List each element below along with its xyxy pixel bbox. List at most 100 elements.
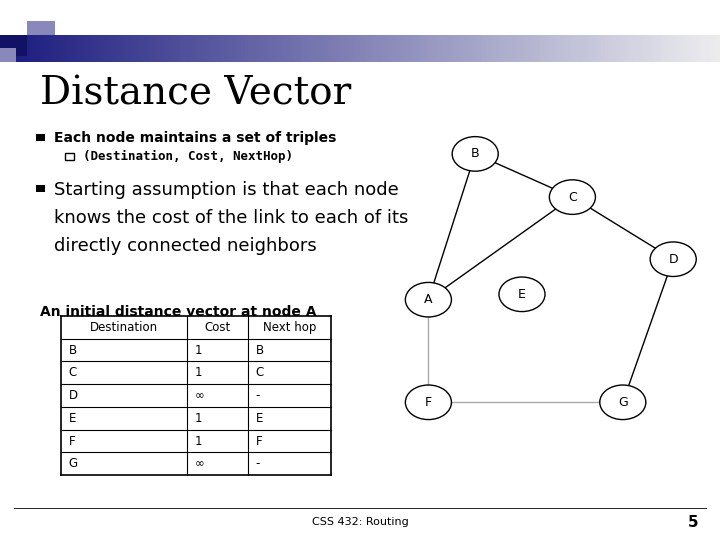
Bar xyxy=(709,35,713,62)
Bar xyxy=(259,35,263,62)
Bar xyxy=(72,35,76,62)
Bar xyxy=(475,35,479,62)
Bar xyxy=(605,35,608,62)
Bar xyxy=(349,35,353,62)
Bar xyxy=(396,35,400,62)
Bar xyxy=(126,35,130,62)
Bar xyxy=(670,35,673,62)
Bar xyxy=(144,35,148,62)
Bar xyxy=(443,35,446,62)
Bar xyxy=(241,35,245,62)
Text: C: C xyxy=(568,191,577,204)
Bar xyxy=(698,35,702,62)
Bar xyxy=(288,35,292,62)
Bar xyxy=(4,35,7,62)
Bar xyxy=(184,35,187,62)
Bar xyxy=(220,35,223,62)
Bar xyxy=(18,35,22,62)
Bar xyxy=(252,35,256,62)
Bar xyxy=(655,35,659,62)
Bar xyxy=(536,35,540,62)
Bar xyxy=(108,35,112,62)
Bar xyxy=(180,35,184,62)
Bar xyxy=(695,35,698,62)
Bar xyxy=(101,35,104,62)
Text: CSS 432: Routing: CSS 432: Routing xyxy=(312,517,408,527)
Bar xyxy=(468,35,472,62)
Bar xyxy=(202,35,205,62)
Bar xyxy=(277,35,281,62)
Bar xyxy=(79,35,83,62)
Bar xyxy=(508,35,511,62)
Circle shape xyxy=(499,277,545,312)
Bar xyxy=(7,35,11,62)
Bar xyxy=(634,35,637,62)
Bar xyxy=(378,35,382,62)
Bar xyxy=(479,35,482,62)
Bar xyxy=(547,35,551,62)
Bar xyxy=(464,35,468,62)
Bar xyxy=(191,35,194,62)
Bar xyxy=(40,35,43,62)
Bar xyxy=(493,35,497,62)
Bar xyxy=(367,35,371,62)
Bar xyxy=(713,35,716,62)
Text: 1: 1 xyxy=(194,435,202,448)
Bar xyxy=(598,35,601,62)
Text: B: B xyxy=(68,343,76,356)
Text: directly connected neighbors: directly connected neighbors xyxy=(54,237,317,255)
Bar xyxy=(418,35,421,62)
Bar xyxy=(234,35,238,62)
Bar xyxy=(428,35,432,62)
Bar xyxy=(216,35,220,62)
Bar xyxy=(374,35,378,62)
Text: A: A xyxy=(424,293,433,306)
Bar xyxy=(364,35,367,62)
Bar xyxy=(490,35,493,62)
Text: C: C xyxy=(256,366,264,379)
Bar xyxy=(659,35,662,62)
Circle shape xyxy=(650,242,696,276)
Bar xyxy=(583,35,587,62)
Bar xyxy=(270,35,274,62)
Bar xyxy=(331,35,335,62)
Bar xyxy=(619,35,623,62)
Bar xyxy=(335,35,338,62)
Text: F: F xyxy=(68,435,75,448)
Bar xyxy=(644,35,648,62)
Bar xyxy=(194,35,198,62)
Text: (Destination, Cost, NextHop): (Destination, Cost, NextHop) xyxy=(83,150,293,163)
Bar xyxy=(140,35,144,62)
Bar xyxy=(500,35,504,62)
Bar xyxy=(151,35,155,62)
Bar xyxy=(112,35,115,62)
Text: knows the cost of the link to each of its: knows the cost of the link to each of it… xyxy=(54,209,408,227)
Bar xyxy=(223,35,227,62)
Text: 1: 1 xyxy=(194,366,202,379)
Bar xyxy=(716,35,720,62)
Bar xyxy=(0,35,4,62)
Bar xyxy=(572,35,576,62)
Bar xyxy=(554,35,558,62)
Bar xyxy=(130,35,133,62)
Bar xyxy=(382,35,385,62)
Bar xyxy=(526,35,529,62)
Bar xyxy=(94,35,97,62)
Bar xyxy=(43,35,47,62)
Bar xyxy=(450,35,454,62)
Text: 1: 1 xyxy=(194,412,202,425)
Text: G: G xyxy=(618,396,628,409)
Bar xyxy=(623,35,626,62)
Bar xyxy=(533,35,536,62)
Bar xyxy=(256,35,259,62)
Bar xyxy=(565,35,569,62)
Bar xyxy=(360,35,364,62)
Bar xyxy=(65,35,68,62)
Bar xyxy=(306,35,310,62)
Bar xyxy=(680,35,684,62)
Bar xyxy=(47,35,50,62)
Bar xyxy=(371,35,374,62)
Bar xyxy=(238,35,241,62)
Bar xyxy=(32,35,36,62)
Bar xyxy=(482,35,486,62)
